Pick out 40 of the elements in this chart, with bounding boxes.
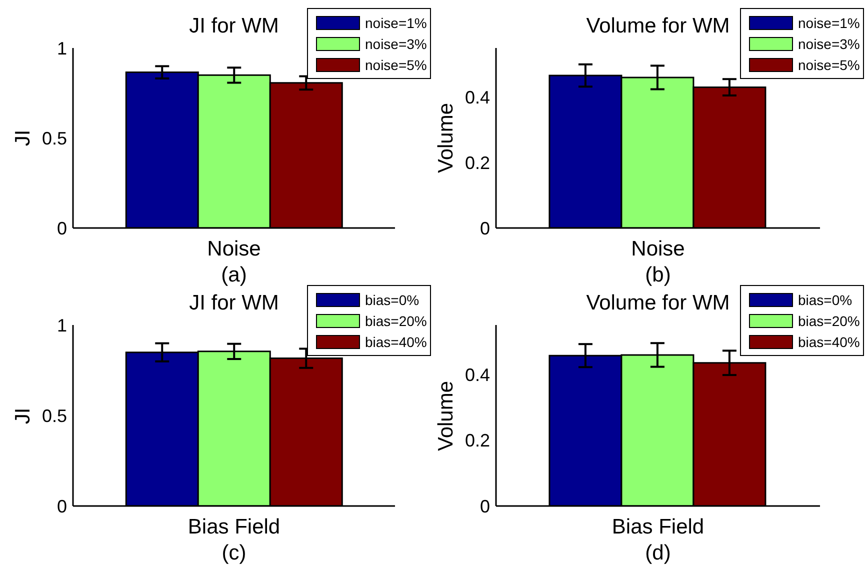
x-axis-title: Bias Field [612, 515, 704, 539]
legend-label: bias=20% [798, 312, 860, 328]
y-tick-label: 0 [480, 496, 490, 516]
legend-label: noise=5% [798, 56, 860, 72]
y-tick-label: 0.4 [464, 364, 490, 385]
y-axis-title: Volume [434, 380, 458, 451]
chart-title: JI for WM [189, 14, 279, 38]
y-tick-label: 0 [56, 496, 67, 516]
y-axis-title: JI [11, 130, 35, 146]
text: (a) [221, 263, 247, 287]
x-axis-title: Noise [631, 237, 685, 261]
chart-title: JI for WM [189, 291, 279, 315]
legend-label: bias=0% [798, 292, 852, 308]
legend-label: bias=0% [365, 292, 420, 308]
text: (c) [222, 541, 246, 565]
y-tick-label: 0.5 [42, 128, 67, 148]
text: (b) [645, 263, 671, 287]
y-axis-title: Volume [434, 102, 458, 174]
y-tick-label: 0.4 [464, 87, 490, 108]
y-tick-label: 1 [56, 38, 67, 58]
x-axis-title: Bias Field [188, 515, 280, 539]
legend-label: bias=40% [365, 334, 427, 350]
legend-label: noise=1% [798, 14, 860, 30]
y-axis-title: JI [11, 407, 35, 424]
text: (d) [645, 541, 671, 565]
chart-title: Volume for WM [586, 291, 730, 315]
legend-label: noise=3% [798, 36, 860, 52]
legend-label: bias=40% [798, 334, 860, 350]
legend-label: noise=5% [365, 56, 427, 72]
y-tick-label: 0.2 [464, 152, 490, 173]
chart-title: Volume for WM [586, 14, 730, 38]
y-tick-label: 0 [56, 218, 67, 238]
y-tick-label: 1 [56, 315, 67, 336]
x-axis-title: Noise [207, 237, 261, 261]
legend-label: noise=1% [365, 14, 427, 30]
y-tick-label: 0.5 [42, 406, 67, 426]
y-tick-label: 0 [480, 218, 490, 238]
y-tick-label: 0.2 [464, 430, 490, 451]
legend-label: noise=3% [365, 36, 427, 52]
legend-label: bias=20% [365, 312, 427, 328]
